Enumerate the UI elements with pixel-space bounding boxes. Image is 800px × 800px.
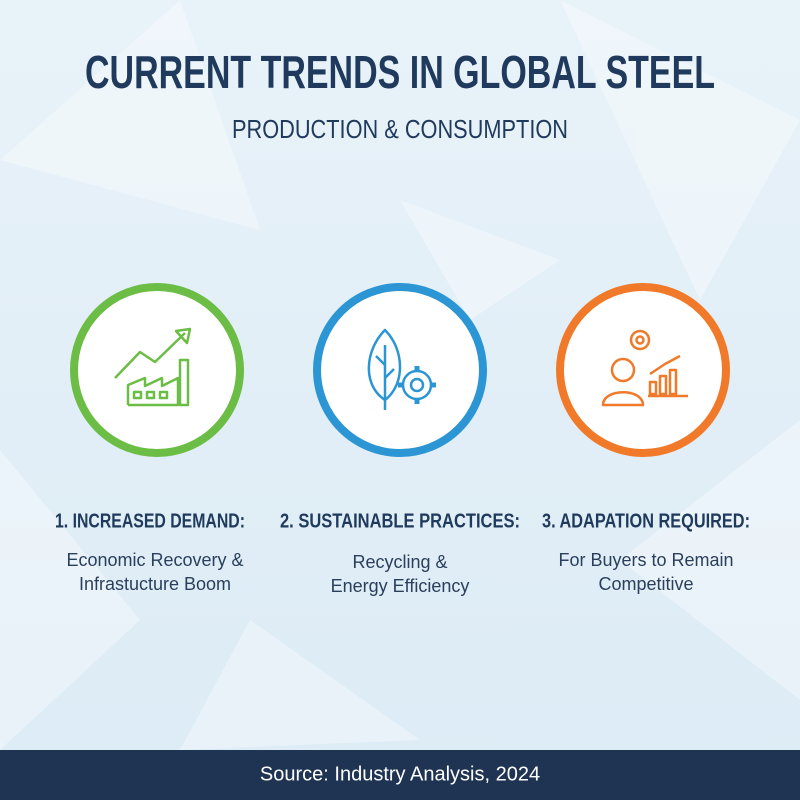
item-description: Recycling & [352,552,447,572]
leaf-gear-icon [367,328,436,410]
footer-source: Source: Industry Analysis, 2024 [260,763,540,785]
footer-bar [0,750,800,800]
item-heading: 1. INCREASED DEMAND: [55,510,245,532]
icon-circle [70,283,244,457]
item-description: Infrastucture Boom [79,574,231,594]
item-description: For Buyers to Remain [558,550,733,570]
person-chart-icon [601,329,688,407]
item-description: Energy Efficiency [331,576,470,596]
item-description: Competitive [598,574,693,594]
background-triangles [0,0,800,750]
item-heading: 3. ADAPATION REQUIRED: [542,510,750,532]
icon-circle [556,283,730,457]
subtitle: PRODUCTION & CONSUMPTION [232,114,568,144]
item-description: Economic Recovery & [66,550,243,570]
title: CURRENT TRENDS IN GLOBAL STEEL [85,46,715,98]
factory-growth-icon [114,327,192,407]
item-heading: 2. SUSTAINABLE PRACTICES: [280,510,520,532]
